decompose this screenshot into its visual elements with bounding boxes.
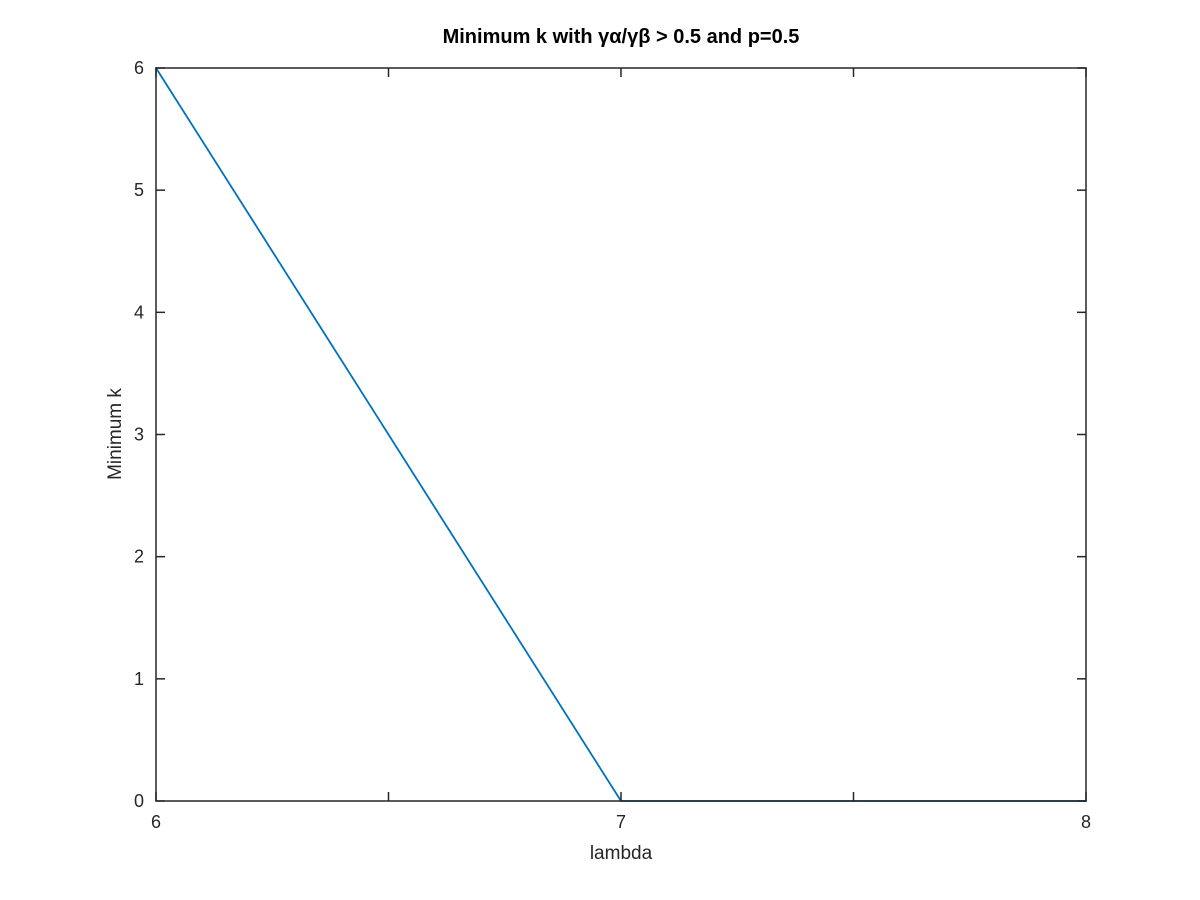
y-tick-label-1: 1 [134,669,144,689]
y-tick-label-6: 6 [134,58,144,78]
x-tick-label-4: 8 [1081,812,1091,832]
y-tick-label-3: 3 [134,425,144,445]
x-tick-label-2: 7 [616,812,626,832]
tick-layer: 6 7 8 0 1 2 3 4 5 6 [134,58,1091,832]
x-tick-label-0: 6 [151,812,161,832]
y-tick-label-0: 0 [134,791,144,811]
chart-title: Minimum k with γα/γβ > 0.5 and p=0.5 [443,26,800,48]
y-axis-label: Minimum k [105,388,126,480]
y-tick-label-2: 2 [134,547,144,567]
y-tick-label-4: 4 [134,302,144,322]
axes-box [155,67,1087,802]
plot-area [156,68,1086,801]
x-axis-label: lambda [590,843,653,864]
y-tick-label-5: 5 [134,180,144,200]
